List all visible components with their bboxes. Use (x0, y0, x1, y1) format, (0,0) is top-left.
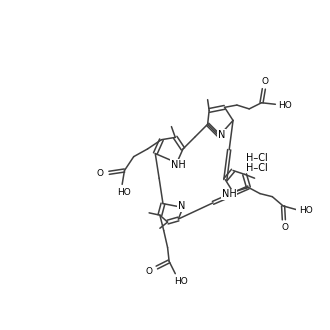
Text: NH: NH (171, 160, 186, 170)
Text: HO: HO (175, 277, 188, 286)
Text: HO: HO (299, 206, 313, 215)
Text: N: N (178, 201, 185, 211)
Text: H–Cl: H–Cl (246, 153, 268, 163)
Text: O: O (146, 267, 152, 276)
Text: O: O (96, 169, 103, 178)
Text: HO: HO (117, 187, 131, 197)
Text: O: O (281, 223, 288, 232)
Text: O: O (261, 77, 268, 86)
Text: H–Cl: H–Cl (246, 163, 268, 173)
Text: NH: NH (222, 189, 237, 199)
Text: N: N (218, 130, 225, 140)
Text: HO: HO (278, 101, 291, 110)
